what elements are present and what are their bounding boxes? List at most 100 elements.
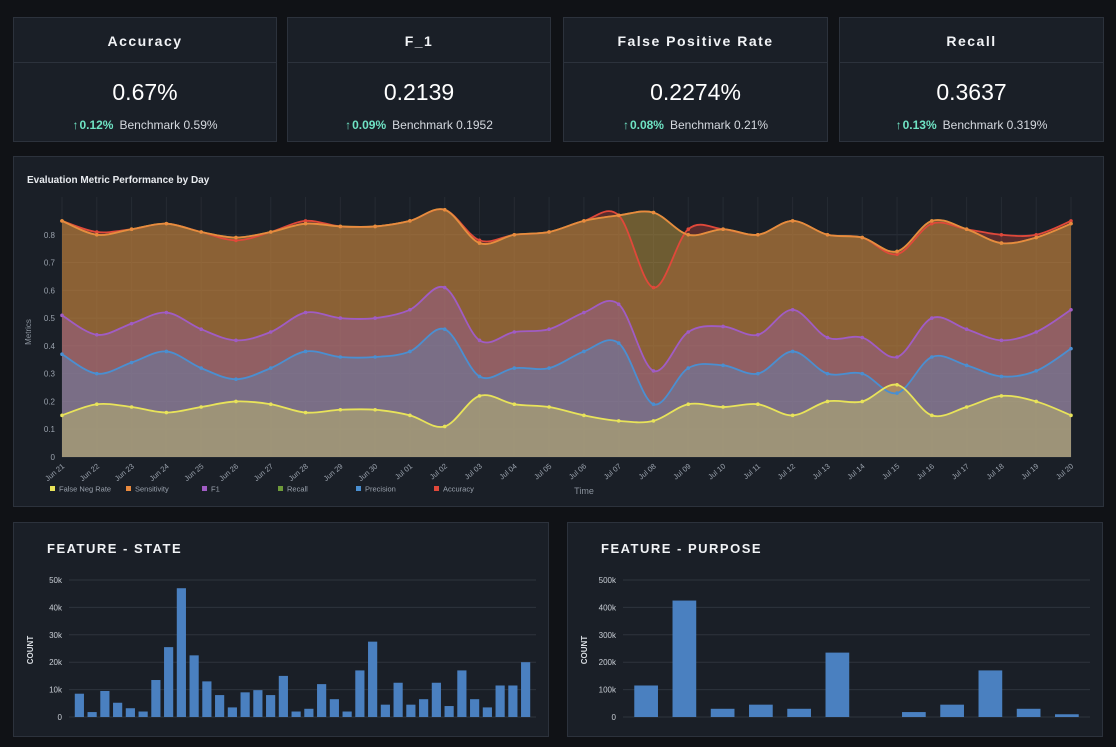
bar[interactable] [138, 711, 148, 717]
bar[interactable] [380, 704, 390, 717]
feature-state-bar-chart[interactable]: 0 10k 20k 30k 40k 50k COUNT [14, 523, 548, 736]
x-axis-label: Time [574, 486, 594, 496]
bar[interactable] [342, 711, 352, 717]
y-tick-label: 500k [599, 576, 617, 585]
bar[interactable] [672, 600, 697, 717]
bar[interactable] [329, 699, 339, 717]
bar[interactable] [176, 588, 186, 717]
data-point [60, 413, 64, 418]
legend-item[interactable]: Accuracy [434, 485, 474, 494]
bar[interactable] [1016, 708, 1041, 717]
data-point [651, 402, 656, 407]
bar[interactable] [787, 708, 811, 717]
data-point [1069, 221, 1073, 226]
bar[interactable] [710, 708, 735, 717]
y-tick-label: 0 [612, 713, 617, 722]
bar[interactable] [978, 670, 1003, 717]
bar[interactable] [482, 707, 492, 717]
data-point [790, 307, 795, 312]
data-point [616, 302, 621, 307]
kpi-footer: ↑0.12% Benchmark 0.59% [14, 118, 276, 132]
x-tick-label: Jun 27 [252, 462, 275, 483]
legend-item[interactable]: Precision [356, 485, 396, 494]
data-point [999, 232, 1004, 237]
data-point [964, 227, 969, 232]
bar[interactable] [227, 707, 237, 717]
x-tick-label: Jul 13 [811, 462, 832, 482]
bar[interactable] [419, 699, 429, 717]
bar[interactable] [202, 681, 212, 717]
data-point [825, 335, 830, 340]
data-point [825, 371, 830, 376]
data-point [686, 330, 691, 334]
data-point [756, 402, 760, 407]
legend-item[interactable]: Sensitivity [126, 485, 169, 494]
bar[interactable] [151, 680, 161, 717]
data-point [268, 402, 273, 407]
data-point [94, 371, 99, 376]
kpi-card-accuracy: Accuracy 0.67% ↑0.12% Benchmark 0.59% [13, 17, 277, 142]
bar[interactable] [825, 652, 850, 717]
kpi-title: F_1 [288, 18, 550, 63]
bar[interactable] [470, 699, 480, 717]
data-point [477, 338, 482, 343]
legend-item[interactable]: F1 [202, 485, 220, 494]
data-point [338, 316, 343, 320]
kpi-benchmark: Benchmark 0.1952 [392, 118, 493, 132]
bar[interactable] [278, 675, 288, 717]
bar[interactable] [100, 690, 110, 717]
bar[interactable] [406, 704, 416, 717]
bar[interactable] [368, 641, 378, 717]
bar[interactable] [87, 712, 97, 717]
kpi-footer: ↑0.13% Benchmark 0.319% [840, 118, 1103, 132]
y-tick-label: 0.5 [44, 314, 56, 323]
bar[interactable] [317, 684, 327, 717]
data-point [164, 310, 169, 315]
feature-purpose-bar-chart[interactable]: 0 100k 200k 300k 400k 500k COUNT [568, 523, 1102, 736]
bar[interactable] [355, 670, 365, 717]
data-point [338, 407, 343, 412]
data-point [1069, 413, 1073, 418]
bar[interactable] [940, 704, 964, 717]
bar[interactable] [634, 685, 658, 717]
bar[interactable] [495, 685, 505, 717]
bar[interactable] [189, 655, 199, 717]
bar[interactable] [164, 647, 174, 717]
bar[interactable] [125, 708, 135, 717]
legend-item[interactable]: False Neg Rate [50, 485, 111, 494]
legend-swatch [356, 486, 361, 491]
legend-item[interactable]: Recall [278, 485, 308, 494]
legend-swatch [126, 486, 131, 491]
x-tick-label: Jul 02 [428, 462, 449, 482]
metric-area-chart[interactable]: 0 0.1 0.2 0.3 0.4 0.5 0.6 0.7 0.8 Jun 21 Jun 22 Jun… [14, 157, 1103, 506]
bar[interactable] [291, 711, 301, 717]
bar[interactable] [113, 702, 123, 717]
bar[interactable] [457, 670, 467, 717]
data-point [477, 238, 482, 243]
legend-label: F1 [211, 485, 220, 494]
bar[interactable] [266, 695, 276, 717]
data-point [825, 232, 830, 237]
bar[interactable] [902, 712, 926, 717]
bar[interactable] [240, 692, 250, 717]
bar[interactable] [253, 690, 263, 717]
x-tick-label: Jul 06 [567, 462, 588, 482]
bar[interactable] [508, 685, 518, 717]
bar[interactable] [431, 682, 441, 717]
y-axis-label: Metrics [24, 319, 33, 345]
data-point [547, 366, 551, 370]
legend-label: Accuracy [443, 485, 474, 494]
bar[interactable] [393, 682, 403, 717]
data-point [234, 377, 238, 382]
data-point [442, 285, 447, 290]
data-point [338, 355, 343, 359]
bar[interactable] [304, 708, 314, 717]
bar[interactable] [444, 706, 454, 717]
bar[interactable] [215, 695, 225, 717]
bar[interactable] [749, 704, 773, 717]
bar[interactable] [521, 662, 531, 717]
data-point [199, 327, 203, 332]
bar[interactable] [74, 693, 84, 717]
bar[interactable] [1055, 714, 1079, 717]
kpi-delta-value: 0.08% [629, 118, 664, 132]
